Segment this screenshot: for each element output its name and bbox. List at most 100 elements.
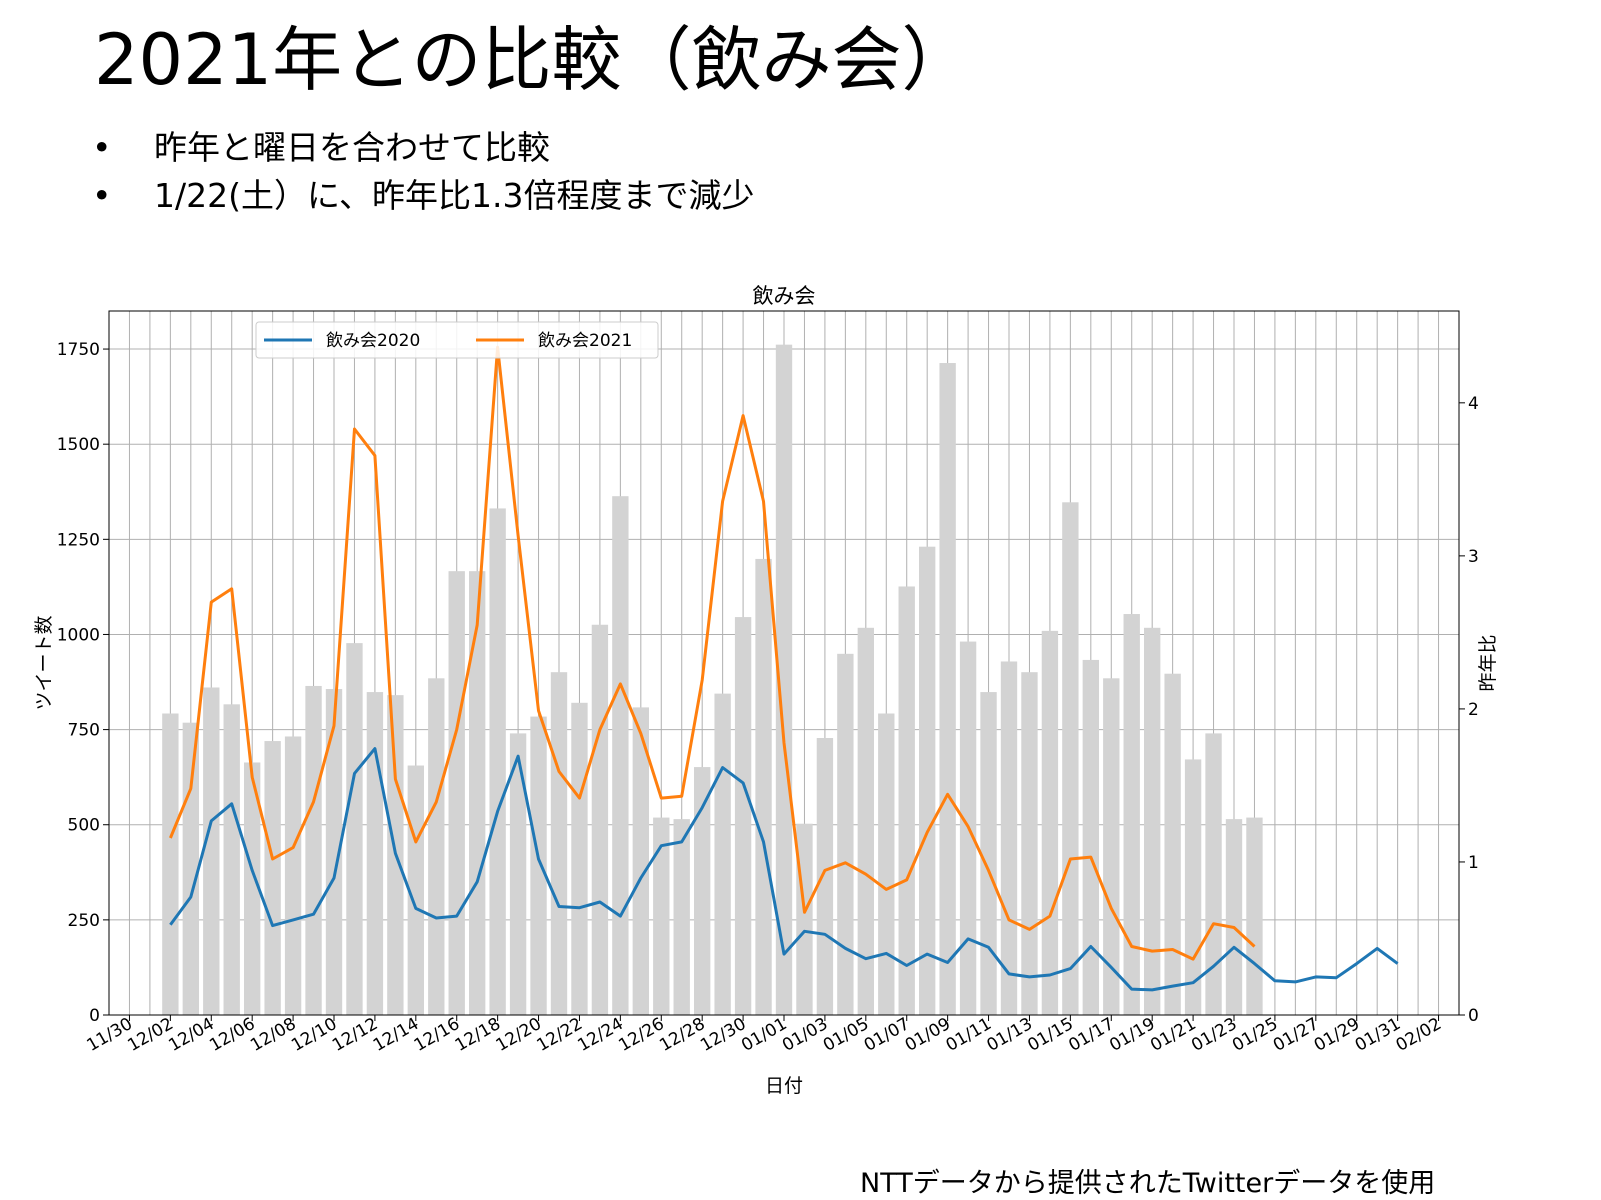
x-tick-label: 12/10 <box>288 1014 340 1056</box>
x-tick-label: 01/11 <box>943 1014 995 1056</box>
ratio-bar <box>1041 630 1059 1015</box>
footer-note: NTTデータから提供されたTwitterデータを使用 <box>860 1168 1436 1199</box>
ratio-bar <box>284 736 302 1015</box>
y-tick-label-left: 1750 <box>57 340 100 360</box>
bullet-marker: • <box>92 128 112 167</box>
y-tick-label-right: 2 <box>1468 700 1479 720</box>
ratio-bar <box>305 685 322 1015</box>
ratio-bar <box>1123 614 1140 1015</box>
x-tick-label: 01/01 <box>738 1014 790 1056</box>
chart-title: 飲み会 <box>753 284 816 308</box>
x-tick-label: 01/21 <box>1147 1014 1199 1056</box>
legend-label: 飲み会2020 <box>326 331 420 351</box>
x-tick-label: 12/04 <box>165 1014 217 1056</box>
ratio-bar <box>182 722 199 1015</box>
x-tick-label: 12/08 <box>247 1014 299 1056</box>
series-2021-line <box>169 345 1256 961</box>
ratio-bar <box>980 692 997 1015</box>
x-tick-label: 01/07 <box>861 1014 913 1056</box>
ratio-bar <box>591 624 609 1015</box>
y-tick-label-right: 3 <box>1468 547 1479 567</box>
ratio-bar <box>612 496 629 1015</box>
ratio-bar <box>857 627 874 1015</box>
ratio-bar <box>1062 502 1079 1016</box>
ratio-bar <box>734 617 752 1015</box>
x-tick-label: 12/22 <box>534 1014 586 1056</box>
x-tick-label: 01/27 <box>1270 1014 1322 1056</box>
y-tick-label-left: 1250 <box>57 530 100 550</box>
ratio-bar <box>203 687 220 1015</box>
ratio-bar <box>346 643 363 1015</box>
y-tick-label-left: 1000 <box>57 625 100 645</box>
legend-box <box>255 321 659 359</box>
ratio-bar <box>837 653 854 1015</box>
ratio-bar <box>1164 673 1181 1015</box>
x-axis-label: 日付 <box>765 1075 803 1097</box>
ratio-bar <box>223 704 240 1015</box>
x-tick-label: 01/23 <box>1188 1014 1240 1056</box>
y-tick-label-right: 1 <box>1468 853 1479 873</box>
ratio-bar <box>694 767 711 1015</box>
ratio-bar <box>162 713 179 1015</box>
ratio-bar <box>366 692 384 1015</box>
x-tick-label: 12/26 <box>615 1014 667 1056</box>
y-tick-label-right: 4 <box>1468 394 1479 414</box>
ratio-bar <box>448 571 465 1015</box>
legend-label: 飲み会2021 <box>538 331 632 351</box>
comparison-chart: 025050075010001250150017500123411/3012/0… <box>33 284 1499 1097</box>
ratio-bar <box>919 546 936 1015</box>
x-tick-label: 12/06 <box>206 1014 258 1056</box>
ratio-bar <box>1103 678 1120 1015</box>
x-tick-label: 12/20 <box>493 1014 545 1056</box>
x-tick-label: 12/02 <box>124 1014 176 1056</box>
x-tick-label: 01/15 <box>1024 1014 1076 1056</box>
x-tick-label: 12/12 <box>329 1014 381 1056</box>
ratio-bar <box>816 737 834 1015</box>
y-tick-label-left: 0 <box>89 1006 100 1026</box>
x-tick-label: 01/09 <box>902 1014 954 1056</box>
ratio-bar <box>244 762 261 1015</box>
ratio-bar <box>1144 627 1161 1015</box>
x-tick-label: 01/31 <box>1352 1014 1404 1056</box>
y-axis-label-left: ツイート数 <box>33 615 55 710</box>
bullet-item: • 昨年と曜日を合わせて比較 <box>92 124 754 172</box>
y-tick-label-left: 500 <box>68 816 100 836</box>
ratio-bar <box>673 819 690 1015</box>
ratio-bar <box>428 678 445 1015</box>
ratio-bar <box>325 689 343 1015</box>
ratio-bar <box>1082 659 1099 1015</box>
x-tick-label: 01/29 <box>1311 1014 1363 1056</box>
x-tick-label: 01/17 <box>1065 1014 1117 1056</box>
ratio-bar <box>653 817 670 1015</box>
ratio-bar <box>1000 661 1018 1015</box>
bullet-list: • 昨年と曜日を合わせて比較 • 1/22(土）に、昨年比1.3倍程度まで減少 <box>92 124 754 220</box>
ratio-bar <box>898 586 915 1015</box>
x-tick-label: 02/02 <box>1393 1014 1445 1056</box>
ratio-bar <box>550 672 568 1015</box>
x-tick-label: 12/30 <box>697 1014 749 1056</box>
ratio-bar <box>489 508 506 1015</box>
x-tick-label: 01/13 <box>984 1014 1036 1056</box>
ratio-bar <box>1205 733 1222 1015</box>
ratio-bar <box>1246 817 1263 1015</box>
x-tick-label: 12/18 <box>452 1014 504 1056</box>
x-tick-label: 01/19 <box>1106 1014 1158 1056</box>
ratio-bar <box>714 693 731 1015</box>
ratio-bar <box>775 344 793 1015</box>
bullet-text: 昨年と曜日を合わせて比較 <box>154 128 550 167</box>
x-tick-label: 01/03 <box>779 1014 831 1056</box>
bullet-item: • 1/22(土）に、昨年比1.3倍程度まで減少 <box>92 172 754 220</box>
y-tick-label-left: 250 <box>68 911 100 931</box>
x-tick-label: 12/24 <box>574 1014 626 1056</box>
x-tick-label: 12/28 <box>656 1014 708 1056</box>
x-tick-label: 12/16 <box>411 1014 463 1056</box>
ratio-bar <box>509 733 527 1015</box>
ratio-bar <box>1021 672 1038 1015</box>
ratio-bar <box>755 558 772 1015</box>
ratio-bar <box>632 707 649 1015</box>
y-tick-label-left: 1500 <box>57 435 100 455</box>
y-tick-label-right: 0 <box>1468 1006 1479 1026</box>
ratio-bar <box>571 702 588 1015</box>
x-tick-label: 01/25 <box>1229 1014 1281 1056</box>
ratio-bar <box>530 716 547 1015</box>
